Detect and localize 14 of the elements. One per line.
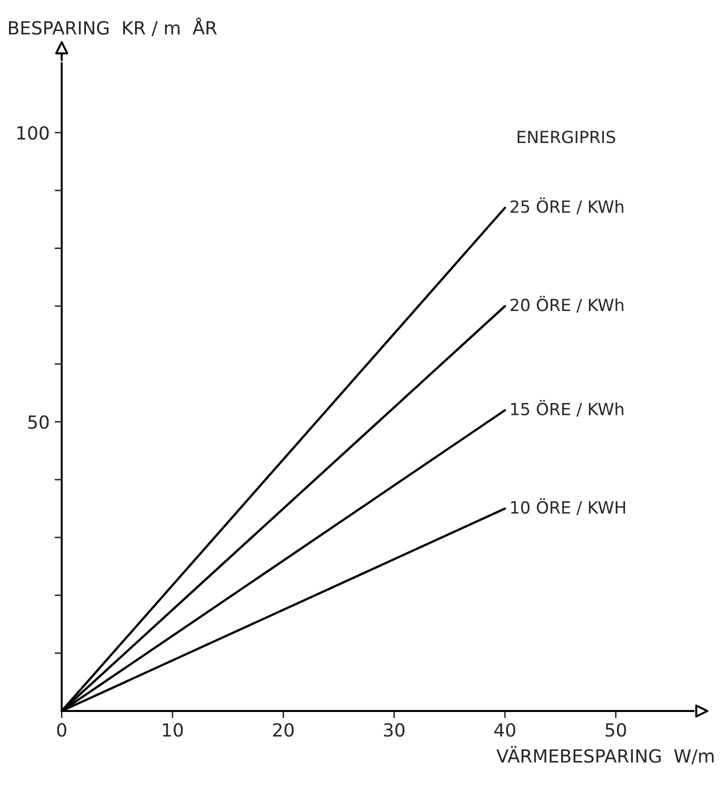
series-label: 10 ÖRE / KWH	[511, 498, 626, 516]
x-tick-label: 10	[163, 723, 183, 737]
x-tick-label: 30	[384, 723, 404, 737]
x-tick-label: 0	[57, 723, 66, 737]
x-tick-label: 50	[606, 723, 626, 737]
legend-title: ENERGIPRIS	[518, 130, 616, 144]
x-tick-label: 20	[273, 723, 294, 737]
y-tick-label: 100	[17, 126, 49, 140]
x-axis-title: VÄRMEBESPARING W/m	[496, 746, 714, 764]
series-label: 15 ÖRE / KWh	[511, 400, 624, 417]
y-axis-title: BESPARING KR / m ÅR	[9, 18, 217, 36]
x-tick-label: 40	[494, 723, 516, 737]
series-label: 20 ÖRE / KWh	[510, 296, 624, 313]
series-label: 25 ÖRE / KWh	[510, 198, 624, 214]
